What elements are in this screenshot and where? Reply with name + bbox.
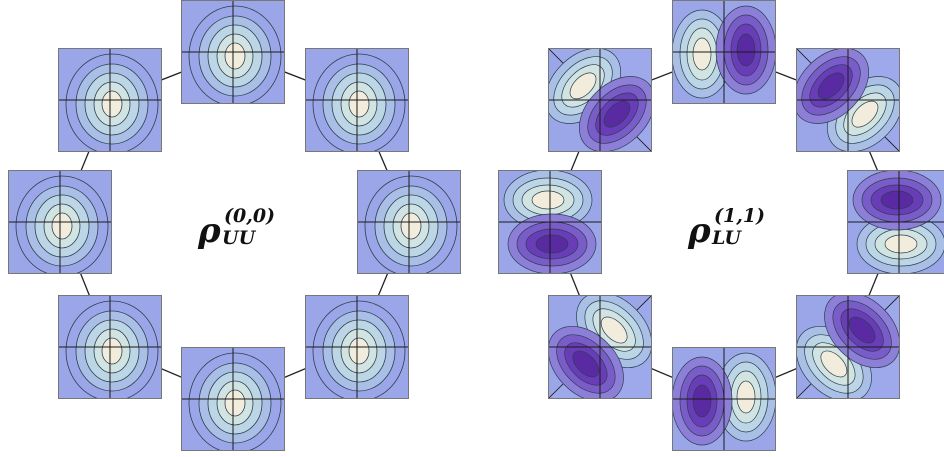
lu-tile-7 [498,170,602,274]
tile-frame [672,347,776,451]
contour-level [224,42,246,70]
label-uu-subscript: UU [222,227,257,249]
tile-frame [357,170,461,274]
contour-level [400,212,422,240]
uu-tile-8 [58,48,162,152]
contour-level [535,234,569,254]
tile-frame [181,347,285,451]
lu-tile-3 [847,170,944,274]
uu-tile-4 [305,295,409,399]
tile-frame [305,295,409,399]
contour-level [600,316,628,344]
contour-level [224,389,246,417]
tile-frame [548,48,652,152]
positive-lobe [503,170,593,231]
tile-frame [498,170,602,274]
contour-level [348,90,370,118]
label-uu-superscript: (0,0) [224,205,275,227]
negative-lobe [852,170,942,231]
uu-tile-6 [58,295,162,399]
negative-lobe [715,5,776,95]
tile-frame [181,0,285,104]
label-lu-subscript: LU [711,227,742,249]
contour-level [569,72,597,100]
uu-tile-5 [181,347,285,451]
lu-tile-4 [796,295,900,399]
contour-level [817,72,845,100]
contour-level [51,212,73,240]
contour-level [531,190,565,210]
lu-tile-2 [796,48,900,152]
contour-level [603,100,631,128]
tile-frame [548,295,652,399]
contour-level [572,350,600,378]
tile-frame [58,295,162,399]
contour-level [692,384,712,418]
label-lu-superscript: (1,1) [714,205,765,227]
contour-level [692,37,712,71]
contour-level [880,190,914,210]
lu-tile-8 [548,48,652,152]
label-lu: ρ (1,1) LU [687,205,765,251]
tile-frame [305,48,409,152]
uu-tile-2 [305,48,409,152]
tile-frame [672,0,776,104]
tile-frame [8,170,112,274]
tile-ring-uu [8,0,461,451]
contour-level [101,90,123,118]
contour-level [736,33,756,67]
tile-frame [847,170,944,274]
label-uu: ρ (0,0) UU [197,205,275,251]
tile-frame [796,48,900,152]
lu-tile-1 [672,0,776,104]
tile-frame [58,48,162,152]
contour-level [884,234,918,254]
contour-level [736,380,756,414]
lu-tile-5 [672,347,776,451]
contour-level [348,337,370,365]
contour-level [101,337,123,365]
label-uu-symbol: ρ [197,211,221,251]
positive-lobe [672,9,733,99]
positive-lobe [826,76,900,152]
negative-lobe [672,356,733,446]
contour-level [848,316,876,344]
negative-lobe [507,213,597,274]
uu-tile-1 [181,0,285,104]
uu-tile-7 [8,170,112,274]
label-lu-symbol: ρ [687,211,711,251]
lu-tile-6 [548,295,652,399]
contour-level [851,100,879,128]
tile-ring-lu [498,0,944,451]
contour-level [820,350,848,378]
uu-tile-3 [357,170,461,274]
tile-frame [796,295,900,399]
